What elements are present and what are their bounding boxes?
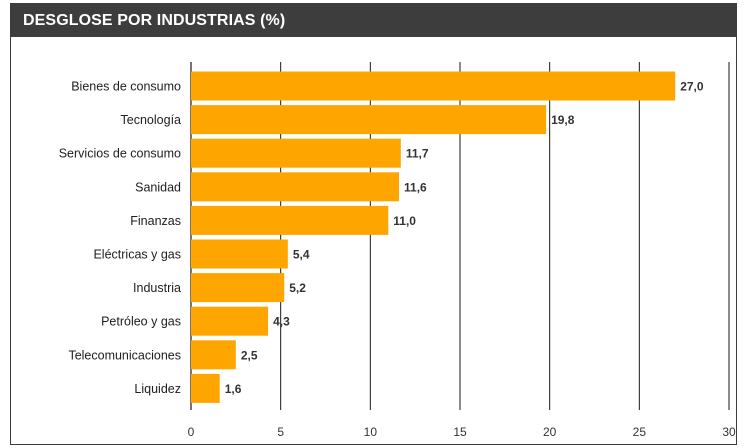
- x-tick-label: 10: [364, 425, 378, 439]
- bar: [191, 373, 220, 403]
- x-tick-label: 20: [543, 425, 557, 439]
- bar: [191, 239, 288, 269]
- category-label: Industria: [133, 281, 181, 295]
- value-label: 2,5: [241, 348, 258, 362]
- category-label: Telecomunicaciones: [68, 348, 181, 362]
- x-tick-label: 5: [277, 425, 284, 439]
- category-label: Bienes de consumo: [71, 80, 181, 94]
- value-label: 11,6: [404, 180, 427, 194]
- category-label: Tecnología: [121, 113, 182, 127]
- value-label: 5,2: [289, 281, 306, 295]
- bars: [191, 71, 676, 403]
- category-label: Finanzas: [130, 214, 181, 228]
- category-label: Sanidad: [135, 180, 181, 194]
- x-tick-label: 30: [722, 425, 736, 439]
- bar: [191, 172, 400, 202]
- value-label: 27,0: [680, 80, 704, 94]
- value-label: 11,0: [393, 214, 416, 228]
- bar: [191, 71, 676, 101]
- chart-header: DESGLOSE POR INDUSTRIAS (%): [11, 4, 736, 37]
- chart-title: DESGLOSE POR INDUSTRIAS (%): [23, 12, 286, 29]
- labels: 0 5 10 15 20 25 30 Bienes de consumo 27,0 Tecnolo…: [59, 80, 736, 440]
- value-label: 1,6: [225, 382, 242, 396]
- bar: [191, 205, 389, 235]
- value-label: 19,8: [551, 113, 575, 127]
- category-label: Petróleo y gas: [101, 315, 181, 329]
- value-label: 5,4: [293, 248, 310, 262]
- bar: [191, 105, 547, 135]
- bar: [191, 273, 285, 303]
- category-label: Servicios de consumo: [59, 147, 181, 161]
- x-tick-label: 25: [633, 425, 647, 439]
- value-label: 4,3: [273, 315, 290, 329]
- category-label: Liquidez: [134, 382, 181, 396]
- category-label: Eléctricas y gas: [93, 248, 181, 262]
- x-tick-label: 0: [188, 425, 195, 439]
- bar: [191, 138, 401, 168]
- value-label: 11,7: [406, 147, 429, 161]
- x-tick-label: 15: [453, 425, 467, 439]
- bar: [191, 340, 236, 370]
- bar: [191, 306, 269, 336]
